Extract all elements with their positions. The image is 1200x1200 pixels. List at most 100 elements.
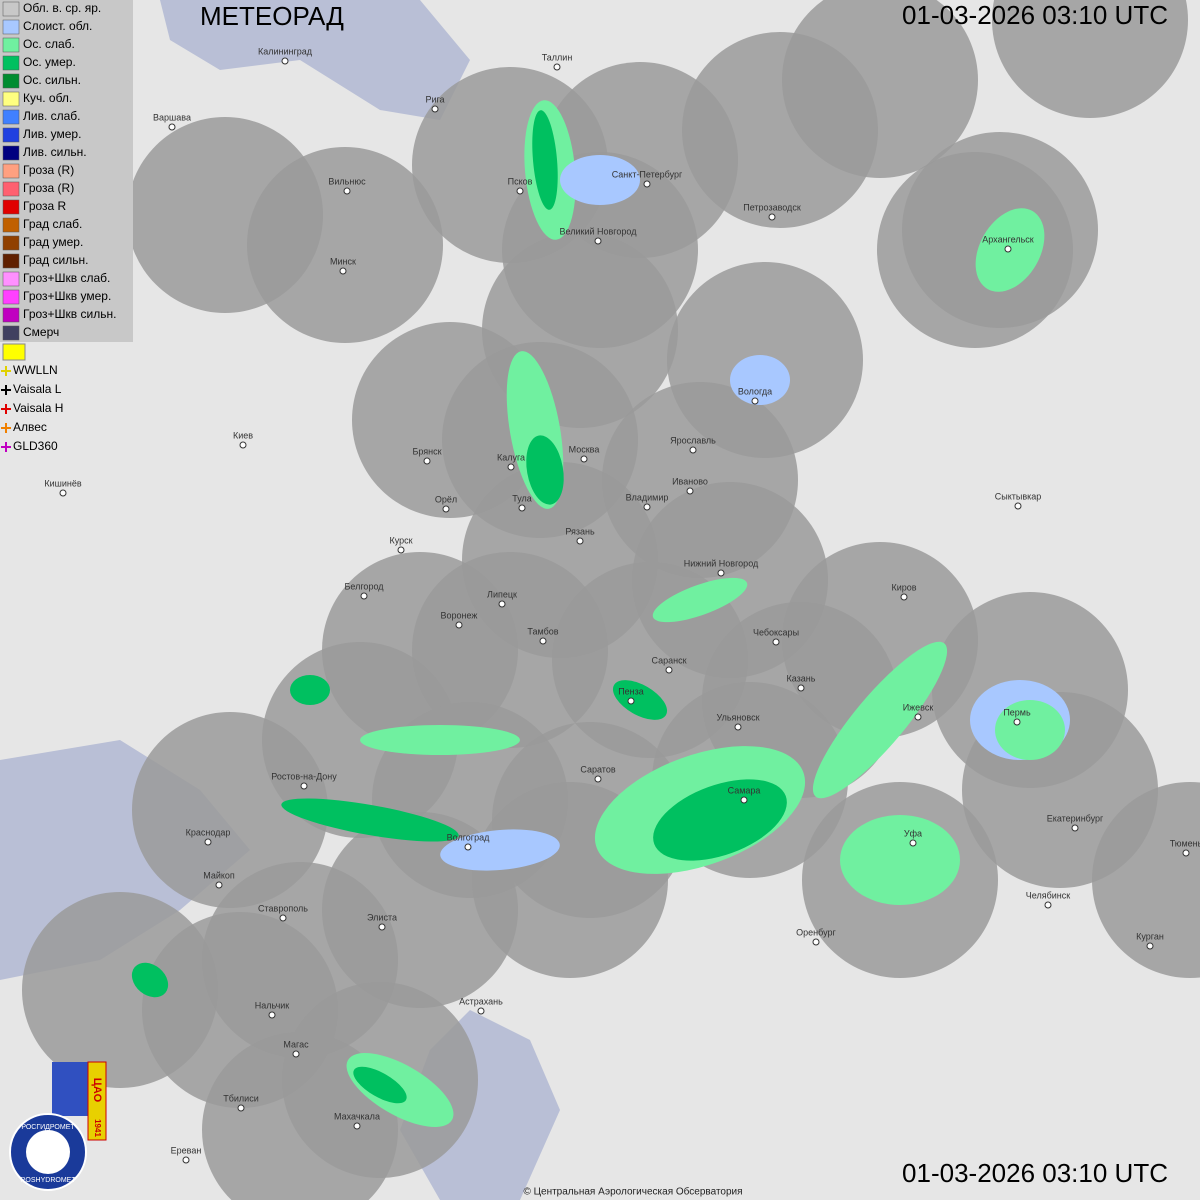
legend-label: Гроза R <box>23 199 67 213</box>
city-label: Петрозаводск <box>743 202 801 212</box>
legend-label: Гроза (R) <box>23 163 74 177</box>
city-dot <box>281 57 289 65</box>
cities: Калининград Таллин Рига Варшава Санкт-Петерб… <box>44 46 1200 1164</box>
city-dot <box>1004 245 1012 253</box>
city-dot <box>292 1050 300 1058</box>
city-dot <box>686 487 694 495</box>
city-label: Минск <box>330 256 356 266</box>
legend-label: Ос. умер. <box>23 55 76 69</box>
city-dot <box>518 504 526 512</box>
copyright: © Центральная Аэрологическая Обсерватори… <box>523 1186 742 1198</box>
city-dot <box>689 446 697 454</box>
logo-inner <box>26 1130 70 1174</box>
lightning-label: Алвес <box>13 420 47 434</box>
city-label: Тула <box>512 493 532 503</box>
city-dot <box>1182 849 1190 857</box>
city-label: Псков <box>508 176 533 186</box>
legend-label: Ос. сильн. <box>23 73 81 87</box>
legend-swatch <box>2 145 20 161</box>
city-label: Саратов <box>580 764 615 774</box>
city-dot <box>734 723 742 731</box>
city-label: Тамбов <box>527 626 558 636</box>
echo <box>526 435 564 505</box>
city-label: Тбилиси <box>223 1093 259 1103</box>
city-dot <box>353 1122 361 1130</box>
city-dot <box>455 621 463 629</box>
city-dot <box>168 123 176 131</box>
legend-label: Ос. слаб. <box>23 37 75 51</box>
city-dot <box>182 1156 190 1164</box>
city-label: Архангельск <box>982 234 1034 244</box>
city-dot <box>553 63 561 71</box>
legend-label: Смерч <box>23 325 59 339</box>
city-label: Элиста <box>367 912 397 922</box>
city-dot <box>237 1104 245 1112</box>
echo <box>281 798 459 842</box>
echo <box>532 110 558 210</box>
city-label: Калуга <box>497 452 525 462</box>
logo-org: ЦАО <box>91 1078 103 1103</box>
legend-label: Гроз+Шкв сильн. <box>23 307 116 321</box>
echo <box>440 829 560 871</box>
city-label: Краснодар <box>186 827 231 837</box>
city-label: Магас <box>283 1039 309 1049</box>
city-label: Пермь <box>1003 707 1031 717</box>
city-dot <box>477 1007 485 1015</box>
city-label: Екатеринбург <box>1047 813 1104 823</box>
city-label: Нижний Новгород <box>684 558 759 568</box>
legend-label: Куч. обл. <box>23 91 72 105</box>
city-label: Уфа <box>904 828 922 838</box>
city-dot <box>740 796 748 804</box>
city-label: Воронеж <box>441 610 478 620</box>
city-label: Ярославль <box>670 435 716 445</box>
legend-swatch <box>2 289 20 305</box>
city-label: Махачкала <box>334 1111 380 1121</box>
echo <box>812 641 948 799</box>
city-dot <box>464 843 472 851</box>
legend-box <box>0 0 133 342</box>
city-label: Липецк <box>487 589 517 599</box>
city-dot <box>643 503 651 511</box>
city-label: Ереван <box>171 1145 202 1155</box>
city-label: Иваново <box>672 476 708 486</box>
logo: ЦАО 1941 РОСГИДРОМЕТ ROSHYDROMET <box>9 1061 107 1191</box>
lightning-cross <box>1 442 11 452</box>
timestamp: 01-03-2026 03:10 UTC <box>902 1158 1168 1188</box>
city-label: Владимир <box>626 492 669 502</box>
legend-label: Гроз+Шкв умер. <box>23 289 111 303</box>
city-dot <box>914 713 922 721</box>
legend-swatch <box>2 271 20 287</box>
echo <box>653 779 787 861</box>
legend-swatch <box>2 91 20 107</box>
radar-circle <box>992 0 1188 118</box>
legend-swatch <box>2 163 20 179</box>
city-dot <box>431 105 439 113</box>
city-dot <box>397 546 405 554</box>
city-label: Белгород <box>344 581 384 591</box>
city-dot <box>797 684 805 692</box>
echo <box>560 155 640 205</box>
legend-swatch <box>2 181 20 197</box>
city-label: Калининград <box>258 46 313 56</box>
city-dot <box>442 505 450 513</box>
city-label: Чебоксары <box>753 627 799 637</box>
city-label: Астрахань <box>459 996 503 1006</box>
city-label: Санкт-Петербург <box>612 169 683 179</box>
legend-label: Град слаб. <box>23 217 82 231</box>
echo <box>730 355 790 405</box>
lightning-cross <box>1 385 11 395</box>
legend-label: Обл. в. ср. яр. <box>23 1 101 15</box>
legend: Обл. в. ср. яр. Слоист. обл. Ос. слаб. Ос. … <box>1 1 116 453</box>
echo <box>612 680 668 720</box>
echo <box>360 725 520 755</box>
title: МЕТЕОРАД <box>200 1 344 31</box>
city-label: Ижевск <box>903 702 934 712</box>
city-dot <box>1013 718 1021 726</box>
logo-agency-latin: ROSHYDROMET <box>20 1177 76 1184</box>
city-dot <box>717 569 725 577</box>
city-dot <box>507 463 515 471</box>
legend-label: Гроз+Шкв слаб. <box>23 271 110 285</box>
city-label: Ставрополь <box>258 903 308 913</box>
city-label: Курган <box>1136 931 1164 941</box>
city-dot <box>498 600 506 608</box>
